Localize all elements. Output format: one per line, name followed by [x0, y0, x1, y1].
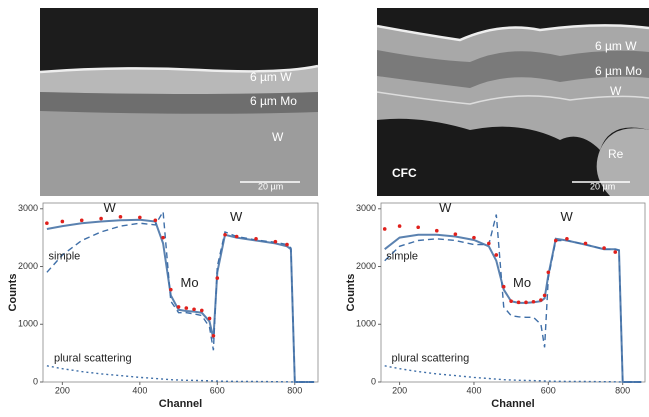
- annotation: W: [104, 200, 117, 215]
- data-point: [45, 221, 49, 226]
- data-point: [472, 235, 476, 240]
- y-tick-label: 0: [33, 376, 38, 386]
- data-point: [273, 239, 278, 244]
- data-point: [542, 293, 547, 298]
- x-axis-label: Channel: [159, 398, 202, 410]
- image-label: 6 µm W: [595, 39, 637, 53]
- data-point: [565, 237, 569, 241]
- data-point: [613, 250, 618, 254]
- data-point: [138, 215, 142, 220]
- data-point: [153, 218, 158, 223]
- plot-area: [380, 202, 646, 383]
- y-axis-label: Counts: [7, 274, 19, 312]
- y-tick-label: 0: [371, 376, 376, 386]
- data-point: [382, 227, 387, 231]
- data-point: [79, 218, 84, 223]
- data-point: [524, 300, 528, 305]
- data-point: [215, 276, 220, 280]
- series-line: [46, 218, 315, 383]
- data-point: [546, 270, 551, 275]
- data-point: [539, 298, 543, 302]
- annotation: simple: [386, 251, 418, 263]
- data-point: [192, 307, 196, 312]
- y-tick-label: 2000: [18, 261, 38, 271]
- data-point: [453, 232, 458, 236]
- image-label: W: [610, 84, 622, 98]
- data-point: [487, 241, 491, 246]
- x-tick-label: 800: [287, 385, 302, 395]
- annotation: Mo: [513, 275, 531, 290]
- data-point: [509, 299, 513, 303]
- data-point: [285, 242, 289, 247]
- annotation: W: [561, 209, 574, 224]
- series-line: [46, 209, 315, 383]
- data-point: [494, 253, 499, 257]
- series-line: [384, 365, 642, 383]
- x-tick-label: 400: [466, 385, 481, 395]
- x-axis-label: Channel: [491, 398, 534, 410]
- x-tick-label: 400: [132, 385, 147, 395]
- data-point: [416, 225, 420, 230]
- data-point: [118, 215, 123, 219]
- data-point: [583, 241, 588, 246]
- data-point: [434, 228, 439, 233]
- image-label: 6 µm W: [250, 70, 292, 84]
- data-point: [602, 246, 606, 250]
- sem-image-left: [39, 8, 319, 196]
- x-tick-label: 600: [541, 385, 556, 395]
- data-point: [397, 224, 402, 228]
- data-point: [516, 300, 521, 305]
- sem-image-right: [376, 8, 649, 196]
- y-axis-label: Counts: [345, 274, 357, 312]
- data-point: [169, 287, 173, 292]
- data-point: [176, 305, 181, 309]
- y-tick-label: 1000: [356, 319, 376, 329]
- data-point: [553, 238, 558, 243]
- annotation: plural scattering: [392, 353, 470, 365]
- data-point: [234, 234, 239, 239]
- data-point: [184, 306, 189, 310]
- data-point: [223, 232, 227, 237]
- data-point: [501, 284, 506, 289]
- image-label: Re: [608, 147, 624, 161]
- annotation: simple: [49, 251, 81, 263]
- annotation: W: [439, 200, 452, 215]
- y-tick-label: 3000: [356, 203, 376, 213]
- image-label: 6 µm Mo: [250, 94, 297, 108]
- data-point: [200, 308, 204, 313]
- plot-area: [42, 202, 319, 383]
- data-point: [254, 237, 258, 241]
- y-tick-label: 3000: [18, 203, 38, 213]
- image-label: 20 µm: [258, 181, 283, 191]
- y-tick-label: 1000: [18, 319, 38, 329]
- annotation: W: [230, 209, 243, 224]
- data-point: [207, 316, 212, 321]
- series-line: [46, 365, 315, 383]
- series-line: [384, 214, 642, 383]
- data-point: [60, 219, 65, 224]
- image-label: W: [272, 130, 284, 144]
- data-point: [99, 216, 103, 221]
- data-point: [211, 334, 216, 338]
- x-tick-label: 600: [210, 385, 225, 395]
- y-tick-label: 2000: [356, 261, 376, 271]
- data-point: [531, 299, 536, 304]
- annotation: Mo: [181, 275, 199, 290]
- image-label: CFC: [392, 166, 417, 180]
- image-label: 20 µm: [590, 181, 615, 191]
- image-label: 6 µm Mo: [595, 64, 642, 78]
- x-tick-label: 800: [615, 385, 630, 395]
- annotation: plural scattering: [54, 353, 132, 365]
- x-tick-label: 200: [392, 385, 407, 395]
- x-tick-label: 200: [55, 385, 70, 395]
- data-point: [161, 235, 165, 240]
